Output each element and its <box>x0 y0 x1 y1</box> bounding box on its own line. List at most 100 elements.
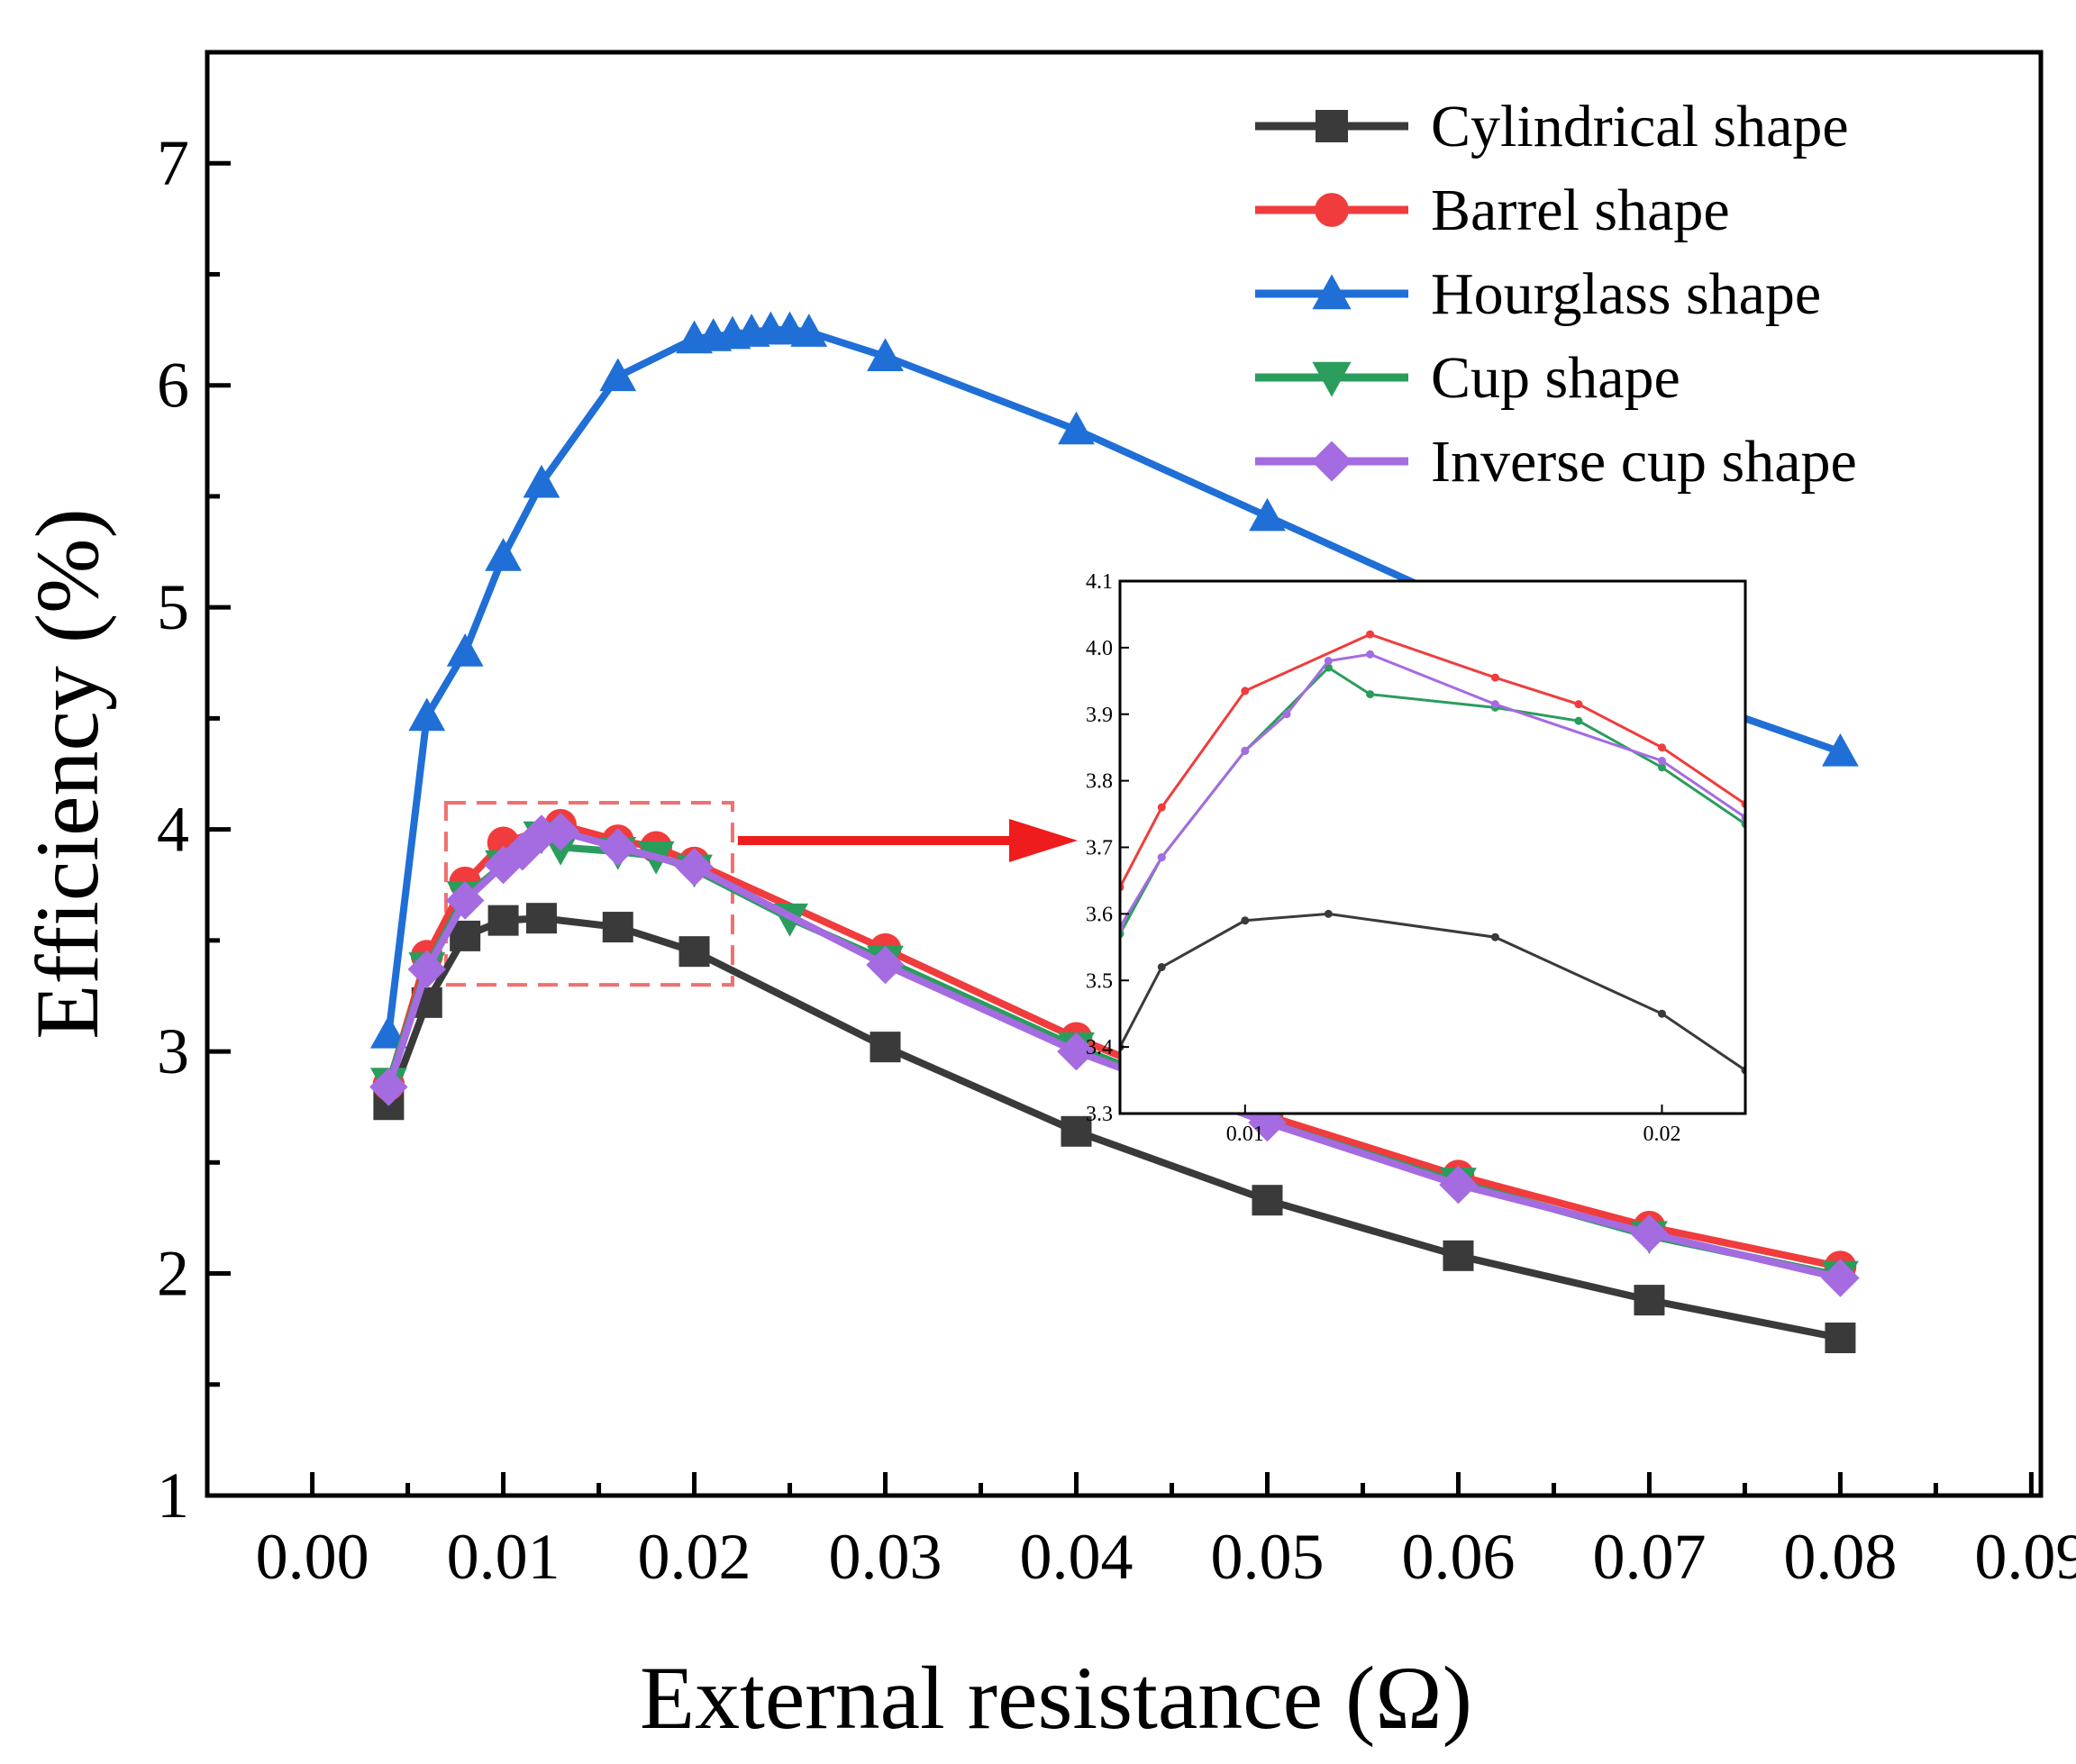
inset-data-point <box>1657 756 1666 765</box>
inset-series <box>1120 630 1745 1075</box>
legend-label: Hourglass shape <box>1431 261 1821 327</box>
data-point <box>369 1068 408 1106</box>
inset-series-barrel-shape <box>1120 630 1745 892</box>
inset-data-point <box>1324 657 1333 666</box>
zoom-region-box <box>443 801 734 987</box>
inset-data-point <box>1157 853 1166 862</box>
data-point <box>598 828 638 867</box>
y-tick-label: 2 <box>157 1238 189 1310</box>
x-tick-label: 0.08 <box>1783 1521 1897 1593</box>
inset-data-point <box>1282 710 1291 719</box>
data-point <box>1061 1115 1092 1147</box>
y-tick-label: 7 <box>157 127 189 199</box>
data-point <box>1443 1240 1474 1271</box>
data-point <box>675 848 714 887</box>
plot-frame <box>205 50 2044 1498</box>
inset-x-tick-label: 0.01 <box>1226 1123 1264 1146</box>
legend-marker <box>1315 193 1349 227</box>
legend-entry: Barrel shape <box>1255 177 1730 243</box>
data-point <box>1825 1323 1856 1354</box>
inset-y-tick-label: 3.8 <box>1086 770 1113 794</box>
y-tick-label: 3 <box>157 1015 189 1087</box>
x-tick-label: 0.02 <box>638 1521 751 1593</box>
data-point <box>1249 497 1286 532</box>
inset-data-point <box>1324 909 1333 918</box>
inset-y-tick-label: 3.4 <box>1086 1036 1113 1059</box>
legend-entry: Inverse cup shape <box>1255 429 1857 495</box>
inset-series-line <box>1120 632 1745 888</box>
inset-series-inverse-cup-shape <box>1120 650 1745 932</box>
y-tick-label: 4 <box>157 794 189 866</box>
data-point <box>525 903 557 934</box>
inset-data-point <box>1241 687 1250 696</box>
legend-entry: Cup shape <box>1255 345 1680 411</box>
x-tick-label: 0.01 <box>447 1521 560 1593</box>
inset-background <box>1120 581 1745 1114</box>
data-point <box>446 633 484 667</box>
data-point <box>678 936 710 968</box>
legend-label: Barrel shape <box>1431 177 1730 243</box>
main-series <box>369 311 1860 1354</box>
inset-chart: 3.3 3.4 3.5 3.6 3.7 3.8 3.9 4.0 4.1 0.01 0.02 <box>1086 570 1747 1146</box>
inset-data-point <box>1657 1009 1666 1018</box>
legend-label: Cup shape <box>1431 345 1680 411</box>
data-point <box>369 1014 407 1049</box>
inset-data-point <box>1490 673 1499 682</box>
data-point <box>790 314 828 347</box>
x-tick-label: 0.03 <box>829 1521 942 1593</box>
inset-data-point <box>1366 650 1375 659</box>
data-point <box>1439 1165 1478 1205</box>
x-tick-label: 0.00 <box>256 1521 369 1593</box>
series-inverse-cup-shape <box>369 812 1860 1297</box>
legend-label: Cylindrical shape <box>1431 94 1849 159</box>
data-point <box>867 338 904 371</box>
legend-marker <box>1316 110 1348 142</box>
data-point <box>485 538 522 571</box>
zoom-arrow-head <box>1009 818 1078 862</box>
x-tick-label: 0.05 <box>1210 1521 1324 1593</box>
inset-y-tick-label: 3.6 <box>1086 903 1113 926</box>
data-point <box>487 905 519 936</box>
inset-data-point <box>1490 932 1499 941</box>
inset-data-point <box>1241 916 1250 925</box>
inset-data-point <box>1574 700 1583 709</box>
inset-data-point <box>1490 700 1499 709</box>
inset-data-point <box>1366 690 1375 699</box>
data-point <box>523 464 560 498</box>
inset-data-point <box>1241 746 1250 755</box>
legend-marker <box>1311 441 1352 482</box>
data-point <box>1630 1214 1669 1253</box>
y-tick-label: 5 <box>157 571 189 643</box>
inset-data-point <box>1366 630 1375 639</box>
y-axis-title: Efficiency (%) <box>17 508 117 1040</box>
series-cylindrical-shape <box>373 903 1856 1354</box>
inset-x-tick-label: 0.02 <box>1643 1123 1680 1146</box>
x-tick-label: 0.06 <box>1401 1521 1515 1593</box>
x-tick-label: 0.04 <box>1020 1521 1134 1593</box>
data-point <box>1634 1285 1665 1316</box>
legend-marker <box>1312 361 1352 397</box>
inset-y-tick-label: 3.7 <box>1086 837 1113 860</box>
inset-y-tick-label: 4.1 <box>1086 570 1113 594</box>
x-axis-title: External resistance (Ω) <box>640 1648 1472 1748</box>
y-tick-label: 6 <box>157 350 189 422</box>
legend-entry: Hourglass shape <box>1255 261 1821 327</box>
inset-data-point <box>1657 763 1666 772</box>
legend: Cylindrical shape Barrel shape Hourglass s… <box>1255 94 1857 495</box>
data-point <box>866 945 905 985</box>
data-point <box>1821 1259 1860 1297</box>
legend-marker <box>1312 274 1352 310</box>
data-point <box>541 812 580 851</box>
data-point <box>407 950 447 989</box>
x-tick-label: 0.09 <box>1974 1521 2076 1593</box>
data-point <box>1252 1185 1283 1216</box>
y-tick-label: 1 <box>157 1459 189 1532</box>
x-tick-label: 0.07 <box>1592 1521 1706 1593</box>
data-point <box>408 697 446 732</box>
zoom-annotation <box>443 801 1078 987</box>
inset-data-point <box>1657 743 1666 752</box>
inset-data-point <box>1157 962 1166 971</box>
inset-data-point <box>1574 716 1583 725</box>
data-point <box>1058 411 1095 445</box>
